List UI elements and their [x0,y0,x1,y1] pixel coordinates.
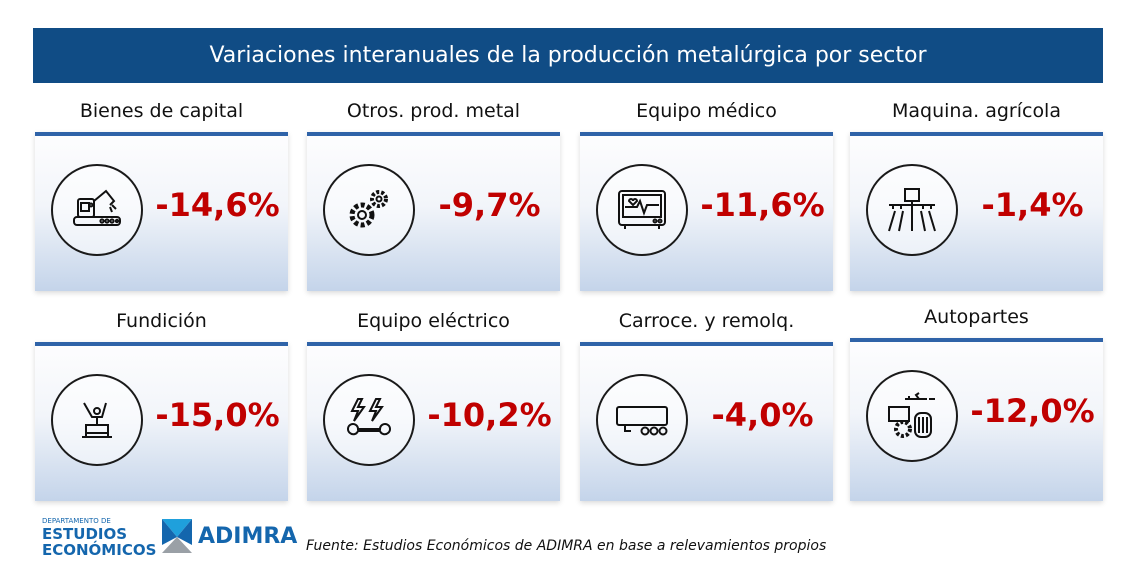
sector-card: Otros. prod. metal -9,7% [307,100,560,291]
autoparts-icon [866,370,958,462]
adimra-logo: ADIMRA [162,519,297,553]
card-body: -9,7% [307,132,560,291]
sector-name: Autopartes [924,306,1029,328]
card-body: -10,2% [307,342,560,501]
sector-card: Autopartes -12,0% [850,306,1103,501]
card-body: -14,6% [35,132,288,291]
estudios-economicos-logo: DEPARTAMENTO DE ESTUDIOS ECONÓMICOS [42,517,156,558]
page-title: Variaciones interanuales de la producció… [33,28,1103,83]
source-note: Fuente: Estudios Económicos de ADIMRA en… [306,538,827,554]
gears-icon [323,164,415,256]
card-body: -1,4% [850,132,1103,291]
robot-arm-icon [51,164,143,256]
seeder-icon [866,164,958,256]
adimra-text: ADIMRA [198,523,298,549]
logo-line2: ECONÓMICOS [42,541,157,559]
foundry-icon [51,374,143,466]
sector-value: -12,0% [970,392,1095,430]
sector-card: Bienes de capital -14,6% [35,100,288,291]
sector-name: Carroce. y remolq. [618,310,795,332]
sector-value: -15,0% [155,396,280,434]
card-body: -12,0% [850,338,1103,501]
sector-card: Equipo eléctrico -10,2% [307,310,560,501]
card-body: -4,0% [580,342,833,501]
sector-value: -1,4% [981,186,1084,224]
sector-card: Fundición -15,0% [35,310,288,501]
sector-name: Bienes de capital [79,100,244,122]
sector-name: Maquina. agrícola [892,100,1061,122]
sector-name: Equipo eléctrico [357,310,510,332]
sector-name: Equipo médico [636,100,777,122]
card-body: -11,6% [580,132,833,291]
title-text: Variaciones interanuales de la producció… [209,43,927,68]
sector-value: -11,6% [700,186,825,224]
sector-value: -14,6% [155,186,280,224]
sector-value: -4,0% [711,396,814,434]
sector-value: -10,2% [427,396,552,434]
sector-card: Equipo médico -11,6% [580,100,833,291]
sector-card: Maquina. agrícola -1,4% [850,100,1103,291]
sector-card: Carroce. y remolq. -4,0% [580,310,833,501]
logo-line1: ESTUDIOS [42,525,128,543]
heart-monitor-icon [596,164,688,256]
sector-name: Fundición [116,310,207,332]
trailer-icon [596,374,688,466]
adimra-mark-icon [162,519,192,553]
sector-value: -9,7% [438,186,541,224]
card-body: -15,0% [35,342,288,501]
sector-name: Otros. prod. metal [346,100,521,122]
lightning-wrench-icon [323,374,415,466]
logo-small-text: DEPARTAMENTO DE [42,517,111,525]
